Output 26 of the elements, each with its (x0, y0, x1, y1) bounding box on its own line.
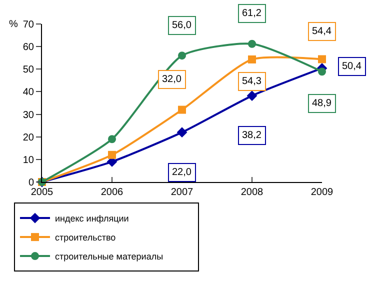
x-tick-label: 2007 (170, 187, 194, 198)
data-label: 32,0 (162, 74, 182, 85)
x-tick-label: 2006 (100, 187, 124, 198)
data-label: 50,4 (342, 61, 362, 72)
y-tick-label: 50 (22, 64, 34, 76)
legend-label: строительство (55, 232, 116, 243)
data-label: 61,2 (242, 8, 262, 19)
y-tick-label: 30 (22, 110, 34, 121)
data-label: 54,4 (312, 26, 332, 37)
y-tick-label: 20 (22, 132, 34, 144)
y-tick-label: 60 (22, 42, 34, 54)
legend-label: строительные материалы (55, 252, 164, 262)
y-tick-label: 0 (28, 178, 34, 188)
legend-label: индекс инфляции (55, 214, 129, 224)
y-tick-label: 40 (22, 87, 34, 98)
data-label: 56,0 (172, 20, 192, 31)
data-label: 22,0 (172, 167, 192, 178)
y-tick-label: 70 (22, 20, 34, 30)
x-tick-label: 2005 (30, 187, 54, 198)
data-label: 54,3 (242, 76, 262, 87)
x-tick-label: 2008 (240, 187, 264, 198)
data-label: 38,2 (242, 130, 262, 141)
y-tick-label: 10 (22, 154, 34, 166)
data-label: 48,9 (312, 98, 332, 109)
y-axis-title: % (9, 19, 18, 30)
x-tick-label: 2009 (310, 187, 334, 198)
